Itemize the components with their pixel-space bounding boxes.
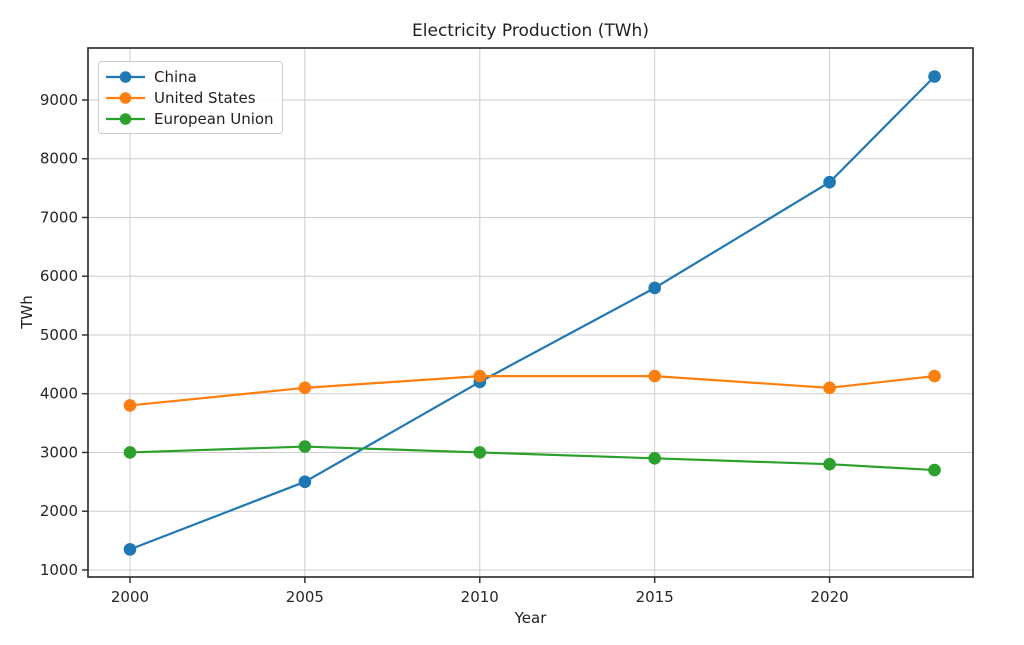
legend-marker-icon [106,70,145,83]
data-point-united-states [123,399,137,412]
x-tick-label: 2010 [461,588,499,606]
chart-title: Electricity Production (TWh) [412,21,649,41]
data-point-european-union [823,457,836,471]
data-point-european-union [473,446,487,459]
legend-item-united-states: United States [105,87,276,108]
data-point-united-states [928,369,941,383]
x-tick-label: 2020 [810,588,848,606]
data-point-united-states [473,369,487,383]
legend-item-european-union: European Union [105,108,276,129]
data-point-china [123,543,137,556]
x-tick-label: 2015 [636,588,674,606]
series-line-china [129,75,936,551]
data-point-china [648,281,661,295]
data-point-united-states [298,381,312,395]
data-point-china [823,175,836,189]
y-tick-label: 8000 [40,150,78,168]
y-tick-label: 7000 [40,208,78,226]
series-line-european-union [129,445,935,472]
y-tick-label: 4000 [40,385,78,403]
legend-item-china: China [105,66,276,87]
x-tick-label: 2000 [111,588,149,606]
data-point-china [928,70,941,83]
y-tick-label: 6000 [40,267,78,285]
data-point-european-union [123,446,137,459]
data-point-european-union [928,463,941,477]
data-point-european-union [298,440,312,453]
legend-label: United States [154,88,256,107]
y-tick-label: 2000 [40,502,78,520]
legend-label: European Union [154,109,274,128]
data-point-china [298,475,312,489]
data-point-united-states [823,381,836,395]
x-axis-label: Year [514,609,547,627]
legend-marker-icon [106,91,145,104]
series-line-united-states [129,374,935,407]
y-tick-label: 5000 [40,326,78,344]
legend-marker-icon [106,112,145,125]
axes-box [87,47,974,578]
y-tick-label: 1000 [40,561,78,579]
y-tick-label: 3000 [40,443,78,461]
y-tick-label: 9000 [40,91,78,109]
data-point-united-states [648,369,661,383]
chart-legend: China United States European Union [98,61,283,134]
data-point-european-union [648,452,661,465]
legend-label: China [154,67,197,86]
x-tick-label: 2005 [286,588,324,606]
